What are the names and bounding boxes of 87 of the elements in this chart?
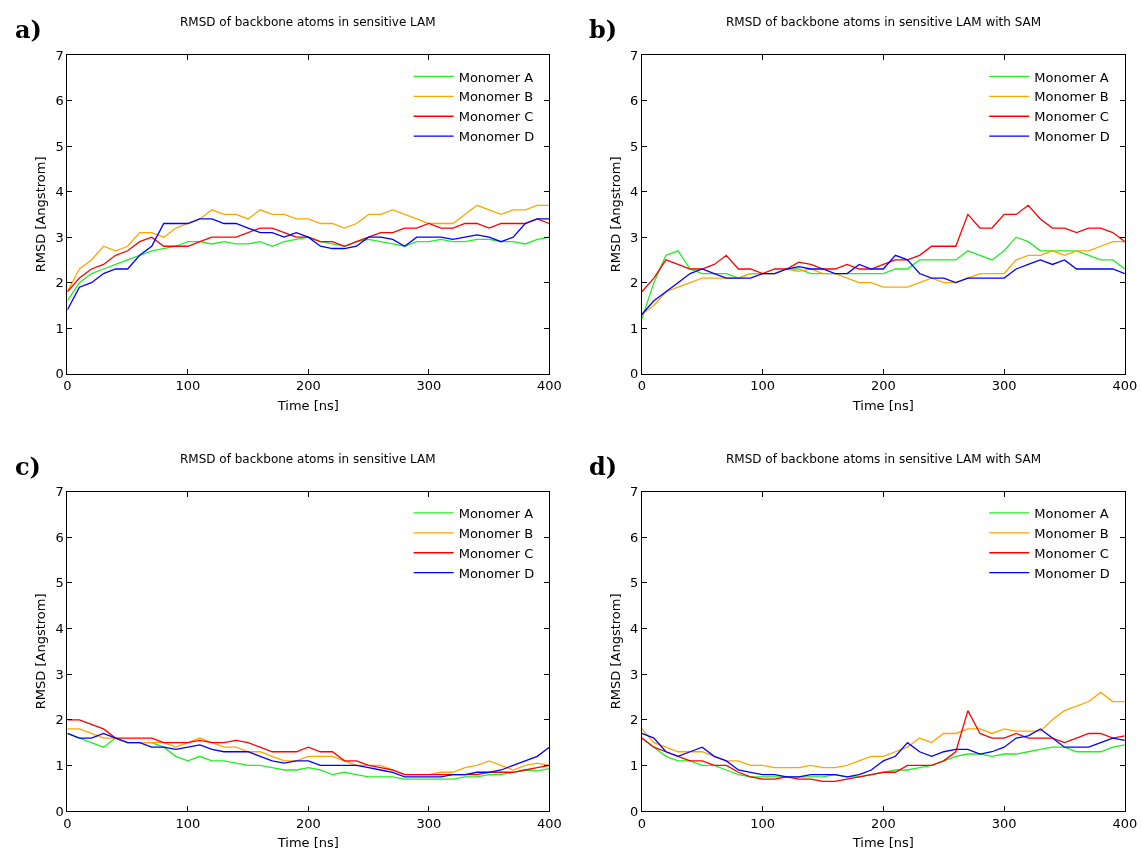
legend-label: Monomer A <box>1034 69 1109 85</box>
line-series <box>641 691 1125 769</box>
x-tick-label: 300 <box>991 815 1017 831</box>
y-tick-label: 5 <box>629 575 639 591</box>
y-tick-label: 6 <box>629 529 639 545</box>
y-axis-title: RMSD [Angstrom] <box>33 156 49 273</box>
x-tick-label: 200 <box>870 378 896 394</box>
x-tick-label: 100 <box>750 815 775 831</box>
line-series <box>641 204 1125 293</box>
x-tick-label: 400 <box>536 815 562 831</box>
y-tick-label: 2 <box>55 712 64 728</box>
y-tick-label: 7 <box>55 484 64 500</box>
y-tick-label: 7 <box>629 47 639 63</box>
x-tick-label: 400 <box>1112 378 1138 394</box>
y-tick-label: 4 <box>629 621 639 637</box>
legend-label: Monomer D <box>1034 565 1110 581</box>
legend-label: Monomer B <box>1034 525 1109 541</box>
line-series <box>641 710 1125 783</box>
y-tick-label: 4 <box>55 184 64 200</box>
y-axis-title: RMSD [Angstrom] <box>33 593 49 710</box>
legend-label: Monomer B <box>458 89 534 105</box>
line-series <box>641 254 1125 316</box>
chart-title: RMSD of backbone atoms in sensitive LAM with SAM <box>726 15 1042 29</box>
text: d) <box>589 452 618 481</box>
y-tick-label: 2 <box>629 712 639 728</box>
y-tick-label: 1 <box>55 757 64 773</box>
y-tick-label: 7 <box>55 47 64 63</box>
chart-title: RMSD of backbone atoms in sensitive LAM <box>180 452 436 466</box>
x-axis-title: Time [ns] <box>851 397 914 413</box>
y-tick-label: 3 <box>629 229 639 245</box>
legend-label: Monomer D <box>1034 129 1110 145</box>
y-tick-label: 5 <box>55 138 64 154</box>
y-tick-label: 4 <box>55 621 64 637</box>
legend-label: Monomer D <box>458 129 535 145</box>
line-series <box>67 218 550 311</box>
legend-label: Monomer C <box>458 109 534 125</box>
y-tick-label: 6 <box>55 93 64 109</box>
y-tick-label: 0 <box>629 803 639 819</box>
line-series <box>67 218 550 293</box>
legend-label: Monomer B <box>1034 89 1109 105</box>
y-tick-label: 5 <box>629 138 639 154</box>
x-tick-label: 200 <box>295 815 321 831</box>
y-tick-label: 2 <box>55 275 64 291</box>
y-tick-label: 4 <box>629 184 639 200</box>
y-tick-label: 1 <box>55 320 64 336</box>
legend-label: Monomer C <box>1034 109 1109 125</box>
chart-title: RMSD of backbone atoms in sensitive LAM with SAM <box>726 452 1042 466</box>
y-tick-label: 6 <box>629 93 639 109</box>
y-tick-label: 3 <box>55 229 64 245</box>
text: b) <box>589 15 618 44</box>
y-tick-label: 7 <box>629 484 639 500</box>
x-axis-title: Time [ns] <box>276 397 339 413</box>
legend-label: Monomer C <box>458 545 534 561</box>
x-tick-label: 300 <box>991 378 1017 394</box>
x-tick-label: 200 <box>295 378 321 394</box>
x-tick-label: 100 <box>175 815 201 831</box>
legend-label: Monomer D <box>458 565 535 581</box>
y-tick-label: 5 <box>55 575 64 591</box>
x-axis-title: Time [ns] <box>851 835 914 851</box>
x-tick-label: 100 <box>750 378 775 394</box>
y-tick-label: 1 <box>629 757 639 773</box>
legend-label: Monomer A <box>1034 506 1109 522</box>
x-tick-label: 200 <box>870 815 896 831</box>
x-tick-label: 400 <box>536 378 562 394</box>
y-tick-label: 0 <box>55 803 64 819</box>
x-tick-label: 300 <box>416 815 442 831</box>
y-tick-label: 3 <box>55 666 64 682</box>
y-axis-title: RMSD [Angstrom] <box>607 156 623 273</box>
legend-label: Monomer C <box>1034 545 1109 561</box>
y-tick-label: 3 <box>629 666 639 682</box>
y-tick-label: 1 <box>629 320 639 336</box>
x-tick-label: 300 <box>416 378 442 394</box>
y-axis-title: RMSD [Angstrom] <box>607 593 623 710</box>
x-tick-label: 100 <box>175 378 201 394</box>
legend-label: Monomer B <box>458 525 534 541</box>
chart-title: RMSD of backbone atoms in sensitive LAM <box>180 15 436 29</box>
x-tick-label: 400 <box>1112 815 1138 831</box>
y-tick-label: 6 <box>55 529 64 545</box>
y-tick-label: 0 <box>55 366 64 382</box>
line-series <box>641 728 1125 778</box>
legend-label: Monomer A <box>458 69 534 85</box>
legend-label: Monomer A <box>458 506 534 522</box>
x-axis-title: Time [ns] <box>276 835 339 851</box>
y-tick-label: 2 <box>629 275 639 291</box>
text: c) <box>15 452 41 481</box>
y-tick-label: 0 <box>629 366 639 382</box>
text: a) <box>15 15 42 44</box>
